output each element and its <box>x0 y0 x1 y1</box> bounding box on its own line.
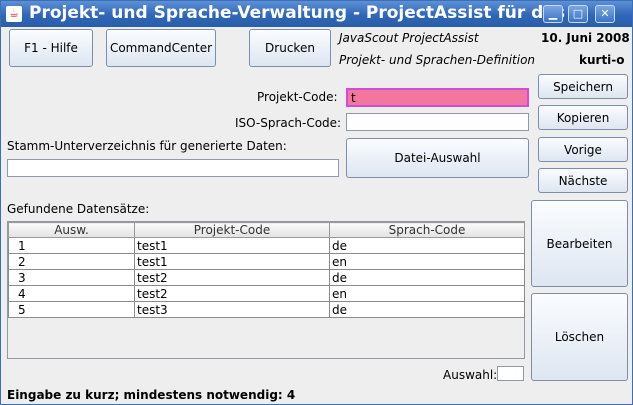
iso-code-input[interactable] <box>346 113 529 131</box>
language-code-cell: de <box>329 237 525 254</box>
column-header-language-code[interactable]: Sprach-Code <box>329 222 525 238</box>
root-directory-label: Stamm-Unterverzeichnis für generierte Da… <box>7 139 287 153</box>
window-title: Projekt- und Sprache-Verwaltung - Projec… <box>29 3 565 23</box>
table-row[interactable]: 2 test1 en <box>8 253 525 270</box>
column-header-selection[interactable]: Ausw. <box>8 222 135 238</box>
table-header-row: Ausw. Projekt-Code Sprach-Code <box>8 222 525 238</box>
project-code-cell: test2 <box>134 269 330 286</box>
commandcenter-button[interactable]: CommandCenter <box>106 29 216 67</box>
maximize-icon[interactable]: □ <box>568 5 588 23</box>
selection-label: Auswahl: <box>443 368 498 382</box>
project-code-cell: test3 <box>134 301 330 318</box>
results-heading: Gefundene Datensätze: <box>7 202 150 216</box>
language-code-cell: en <box>329 253 525 270</box>
column-header-project-code[interactable]: Projekt-Code <box>134 222 330 238</box>
project-code-cell: test2 <box>134 285 330 302</box>
copy-button[interactable]: Kopieren <box>538 105 628 130</box>
previous-button[interactable]: Vorige <box>538 137 628 162</box>
status-message: Eingabe zu kurz; mindestens notwendig: 4 <box>7 388 296 402</box>
page-subtitle: Projekt- und Sprachen-Definition <box>339 53 536 67</box>
language-code-cell: de <box>329 301 525 318</box>
row-number: 5 <box>8 301 135 318</box>
row-number: 2 <box>8 253 135 270</box>
row-number: 1 <box>8 237 135 254</box>
project-code-label: Projekt-Code: <box>257 90 338 104</box>
table-row[interactable]: 5 test3 de <box>8 301 525 318</box>
language-code-cell: en <box>329 285 525 302</box>
print-button[interactable]: Drucken <box>249 29 331 67</box>
table-row[interactable]: 3 test2 de <box>8 269 525 286</box>
language-code-cell: de <box>329 269 525 286</box>
title-bar[interactable]: ☕ Projekt- und Sprache-Verwaltung - Proj… <box>1 1 632 27</box>
selection-input[interactable] <box>497 366 524 381</box>
user-label: kurti-o <box>579 53 625 67</box>
java-icon: ☕ <box>6 6 22 22</box>
edit-button[interactable]: Bearbeiten <box>531 200 628 287</box>
file-select-button[interactable]: Datei-Auswahl <box>346 138 529 178</box>
results-table[interactable]: Ausw. Projekt-Code Sprach-Code 1 test1 d… <box>7 221 525 359</box>
delete-button[interactable]: Löschen <box>531 293 628 381</box>
next-button[interactable]: Nächste <box>538 168 628 193</box>
minimize-icon[interactable]: ▁ <box>543 5 563 23</box>
product-name: JavaScout ProjectAssist <box>339 31 479 45</box>
project-code-cell: test1 <box>134 237 330 254</box>
iso-code-label: ISO-Sprach-Code: <box>235 116 342 130</box>
close-icon[interactable]: ✕ <box>595 5 615 23</box>
date-label: 10. Juni 2008 <box>541 31 630 45</box>
table-row[interactable]: 4 test2 en <box>8 285 525 302</box>
row-number: 3 <box>8 269 135 286</box>
table-row[interactable]: 1 test1 de <box>8 237 525 254</box>
project-code-input[interactable] <box>346 88 529 107</box>
help-button[interactable]: F1 - Hilfe <box>9 29 93 67</box>
save-button[interactable]: Speichern <box>538 74 628 99</box>
row-number: 4 <box>8 285 135 302</box>
project-code-cell: test1 <box>134 253 330 270</box>
root-directory-input[interactable] <box>7 159 339 177</box>
